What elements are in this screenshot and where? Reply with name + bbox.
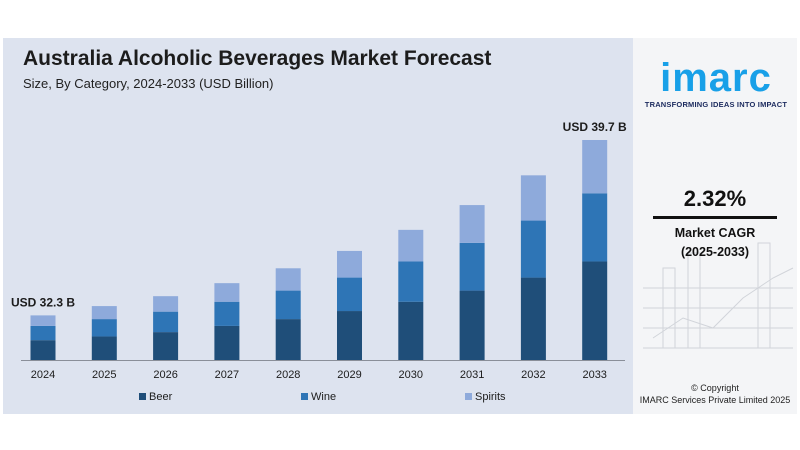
chart-subtitle: Size, By Category, 2024-2033 (USD Billio… <box>23 76 274 91</box>
bar-beer-2027 <box>214 325 240 360</box>
chart-panel: Australia Alcoholic Beverages Market For… <box>3 38 633 414</box>
x-tick-label-2033: 2033 <box>582 369 606 381</box>
annotation-2024: USD 32.3 B <box>11 295 75 309</box>
logo-wordmark: imarc <box>660 56 772 100</box>
bar-spirits-2031 <box>459 205 485 243</box>
bar-wine-2031 <box>459 242 485 291</box>
bar-wine-2030 <box>398 261 424 302</box>
bar-spirits-2026 <box>153 296 179 312</box>
copyright-line2: IMARC Services Private Limited 2025 <box>639 395 791 405</box>
bar-beer-2032 <box>520 277 546 360</box>
bar-spirits-2025 <box>91 306 117 320</box>
bar-wine-2024 <box>30 325 56 341</box>
bar-beer-2029 <box>337 311 362 360</box>
bar-wine-2025 <box>91 319 117 337</box>
annotation-2033: USD 39.7 B <box>563 120 627 134</box>
bar-spirits-2028 <box>275 268 301 291</box>
x-tick-label-2031: 2031 <box>460 369 484 381</box>
bar-wine-2029 <box>337 277 362 312</box>
copyright-line1: © Copyright <box>691 383 739 393</box>
bar-wine-2028 <box>275 290 301 320</box>
stacked-bar-chart: 2024 2025 2026 2027 2028 2029 2030 2031 2032 2033… <box>11 120 627 403</box>
bar-spirits-2029 <box>337 250 362 278</box>
x-tick-label-2032: 2032 <box>521 369 545 381</box>
bar-beer-2031 <box>459 290 485 360</box>
bar-spirits-2024 <box>30 315 56 326</box>
bar-wine-2032 <box>520 220 546 278</box>
x-tick-label-2029: 2029 <box>337 369 361 381</box>
x-tick-label-2027: 2027 <box>215 369 239 381</box>
imarc-logo: imarc TRANSFORMING IDEAS INTO IMPACT <box>641 56 791 109</box>
bar-beer-2024 <box>30 340 56 360</box>
bar-beer-2025 <box>91 336 117 360</box>
x-tick-label-2024: 2024 <box>31 369 55 381</box>
bar-beer-2033 <box>582 261 608 360</box>
logo-tagline: TRANSFORMING IDEAS INTO IMPACT <box>644 100 788 109</box>
bar-spirits-2032 <box>520 175 546 221</box>
legend-label-wine: Wine <box>311 391 336 403</box>
infographic-card: Australia Alcoholic Beverages Market For… <box>3 38 797 414</box>
legend-swatch-spirits <box>465 393 472 400</box>
background-chart-decoration <box>643 242 794 349</box>
bar-wine-2027 <box>214 301 240 326</box>
bar-beer-2028 <box>275 319 301 360</box>
bar-beer-2030 <box>398 301 424 360</box>
legend-label-beer: Beer <box>149 391 173 403</box>
x-tick-label-2025: 2025 <box>92 369 116 381</box>
bar-wine-2026 <box>153 311 179 333</box>
x-tick-label-2026: 2026 <box>153 369 177 381</box>
side-panel: imarc TRANSFORMING IDEAS INTO IMPACT 2.3… <box>633 38 797 414</box>
legend-label-spirits: Spirits <box>475 391 506 403</box>
bar-beer-2026 <box>153 332 179 360</box>
bar-spirits-2030 <box>398 229 424 262</box>
cagr-label-line1: Market CAGR <box>674 226 756 240</box>
x-tick-label-2030: 2030 <box>399 369 423 381</box>
legend-swatch-beer <box>139 393 146 400</box>
bar-spirits-2033 <box>582 140 608 194</box>
legend-swatch-wine <box>301 393 308 400</box>
copyright-notice: © Copyright IMARC Services Private Limit… <box>633 382 797 406</box>
chart-title: Australia Alcoholic Beverages Market For… <box>23 47 492 70</box>
bar-spirits-2027 <box>214 283 240 302</box>
x-tick-label-2028: 2028 <box>276 369 300 381</box>
bar-wine-2033 <box>582 193 608 262</box>
cagr-label-line2: (2025-2033) <box>680 245 750 259</box>
cagr-label: Market CAGR (2025-2033) <box>633 224 797 262</box>
cagr-divider <box>653 216 777 219</box>
cagr-value: 2.32% <box>683 186 747 211</box>
